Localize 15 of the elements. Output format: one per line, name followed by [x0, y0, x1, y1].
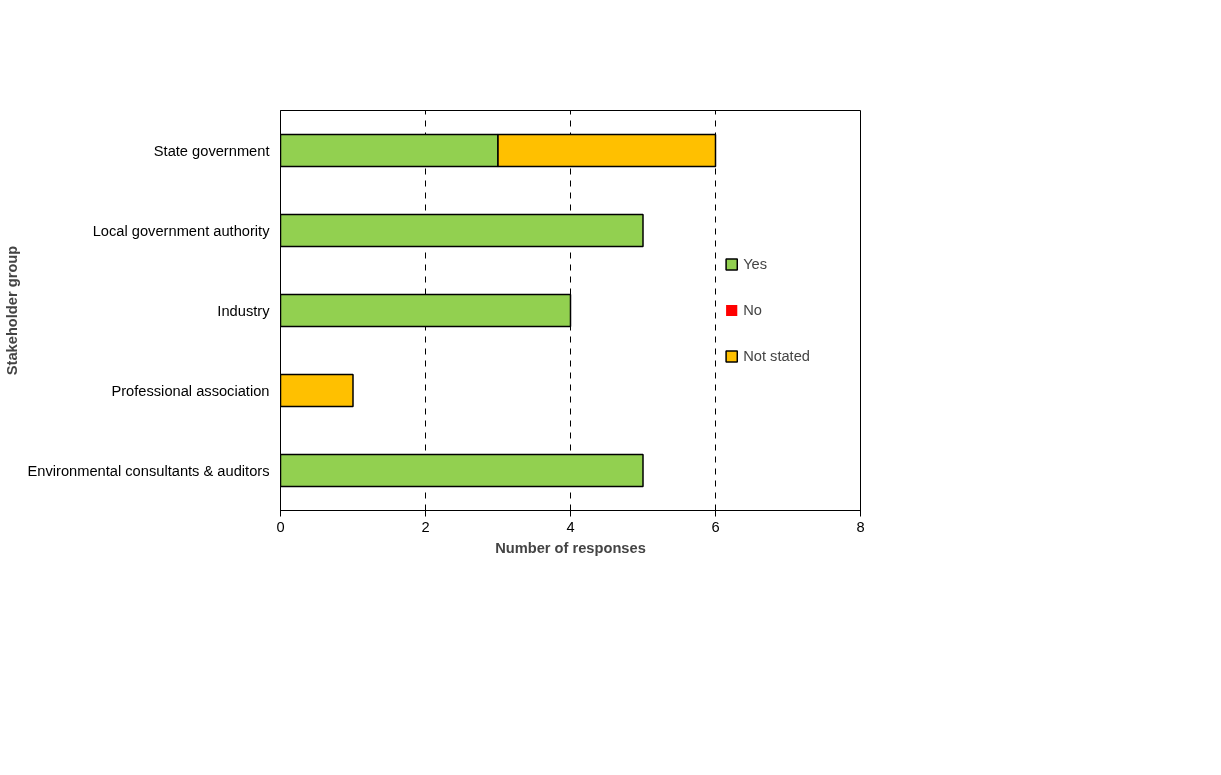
x-tick-label: 4 — [566, 518, 575, 535]
x-axis-title: Number of responses — [495, 539, 646, 556]
y-tick-label: Local government authority — [92, 222, 271, 239]
x-tick-label: 2 — [421, 518, 430, 535]
x-tick-label: 6 — [711, 518, 720, 535]
x-tick-label: 8 — [856, 518, 865, 535]
y-tick-label: Professional association — [111, 382, 270, 399]
x-tick-label: 0 — [276, 518, 285, 535]
y-tick-label: Environmental consultants & auditors — [27, 462, 270, 479]
legend-label: Yes — [743, 256, 768, 272]
y-tick-label: Industry — [217, 302, 271, 319]
y-axis-title: Stakeholder group — [3, 245, 20, 376]
legend-label: Not stated — [743, 348, 810, 364]
legend-label: No — [743, 302, 763, 318]
y-tick-label: State government — [153, 142, 270, 159]
